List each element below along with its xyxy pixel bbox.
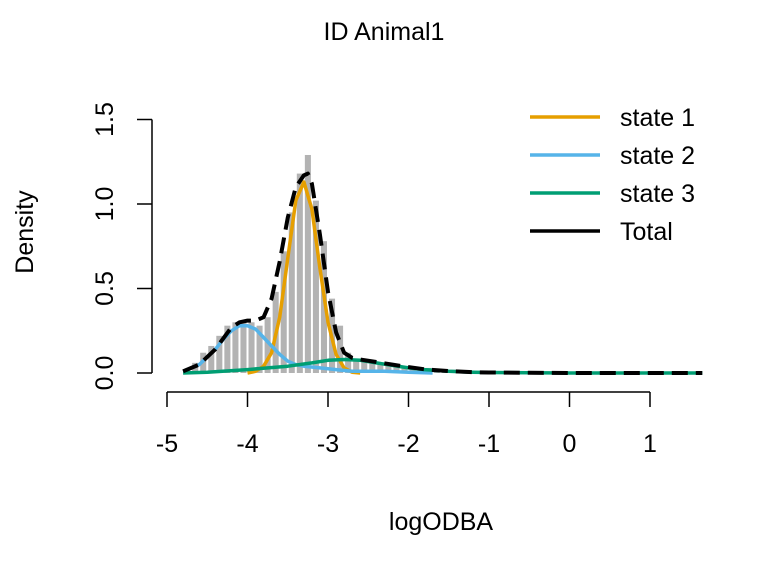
y-tick-label: 1.5 <box>91 102 119 137</box>
series-line-state-1 <box>247 180 361 375</box>
histogram-bar <box>304 154 311 373</box>
x-tick-label: -2 <box>397 430 419 458</box>
histogram-bar <box>377 364 384 373</box>
legend-label: state 1 <box>620 104 695 132</box>
histogram-bar <box>353 359 360 373</box>
y-tick-label: 0.5 <box>91 271 119 306</box>
histogram-bar <box>312 200 319 373</box>
y-axis: 0.0 0.5 1.0 1.5 <box>91 102 153 391</box>
y-axis-label: Density <box>11 190 39 274</box>
x-axis-label: logODBA <box>389 508 494 536</box>
legend-label: Total <box>620 218 673 246</box>
x-tick-label: -1 <box>478 430 500 458</box>
x-axis: -5 -4 -3 -2 -1 0 1 <box>156 391 657 458</box>
y-tick-label: 1.0 <box>91 187 119 222</box>
histogram-bar <box>280 251 287 373</box>
legend-label: state 2 <box>620 142 695 170</box>
histogram-bar <box>216 335 223 373</box>
histogram-bar <box>248 322 255 373</box>
histogram-bar <box>361 361 368 373</box>
histogram-bar <box>345 352 352 373</box>
histogram-bar <box>232 322 239 373</box>
x-tick-label: 1 <box>643 430 657 458</box>
histogram-bar <box>337 325 344 373</box>
x-tick-label: -5 <box>156 430 178 458</box>
series-line-total <box>182 171 703 375</box>
histogram-bar <box>401 366 408 373</box>
histogram-bar <box>256 325 263 373</box>
histogram-bar <box>264 317 271 373</box>
x-tick-label: -3 <box>317 430 339 458</box>
histogram-bar <box>409 367 416 373</box>
legend: state 1 state 2 state 3 Total <box>530 104 695 246</box>
histogram-bar <box>369 362 376 373</box>
density-curves <box>182 171 703 375</box>
legend-label: state 3 <box>620 180 695 208</box>
x-tick-label: -4 <box>236 430 258 458</box>
histogram-bar <box>240 320 247 373</box>
x-tick-label: 0 <box>563 430 577 458</box>
histogram-bar <box>385 364 392 373</box>
y-tick-label: 0.0 <box>91 356 119 391</box>
histogram-bar <box>288 212 295 373</box>
histogram-bars <box>184 154 513 373</box>
histogram-bar <box>224 325 231 373</box>
chart-title: ID Animal1 <box>324 18 445 46</box>
histogram-bar <box>393 366 400 373</box>
histogram-bar <box>208 345 215 373</box>
histogram-bar <box>296 173 303 373</box>
